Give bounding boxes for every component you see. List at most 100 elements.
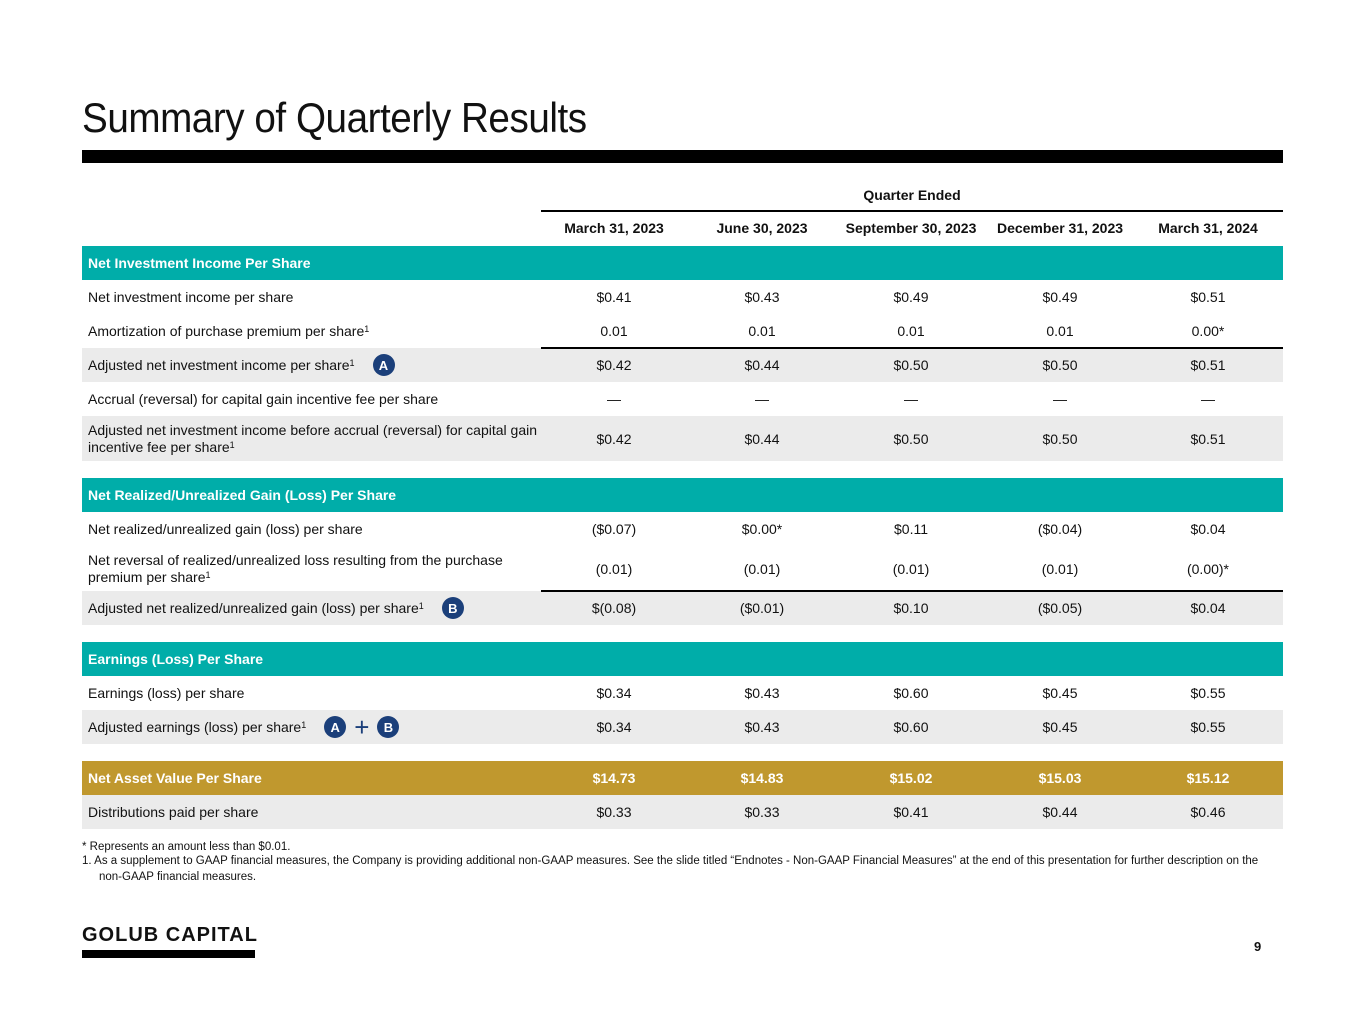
- row-label-text: Net Realized/Unrealized Gain (Loss) Per …: [88, 486, 397, 503]
- row-label: Adjusted earnings (loss) per share1 A + B: [88, 712, 538, 742]
- table-row: Adjusted net investment income before ac…: [82, 416, 1283, 461]
- table-row: Amortization of purchase premium per sha…: [82, 314, 1283, 348]
- cell-value: —: [755, 391, 769, 407]
- row-label-text: Net realized/unrealized gain (loss) per …: [88, 520, 363, 537]
- footnote-ref: 1: [205, 569, 211, 580]
- row-label-text: Net Asset Value Per Share: [88, 769, 262, 786]
- cell-value: 0.01: [600, 323, 628, 339]
- cell-value: $0.34: [596, 685, 632, 701]
- row-label: Amortization of purchase premium per sha…: [88, 323, 538, 340]
- table-row: Adjusted net investment income per share…: [82, 348, 1283, 382]
- cell-value: (0.01): [743, 560, 781, 577]
- cell-value: (0.01): [595, 560, 633, 577]
- table-row: Earnings (loss) per share $0.34 $0.43 $0.60…: [82, 676, 1283, 710]
- footnote-ref: 1: [229, 439, 235, 450]
- footnote-ref: 1: [301, 719, 307, 730]
- cell-value: $0.51: [1190, 357, 1226, 373]
- table-row: Net Asset Value Per Share $14.73 $14.83 $15…: [82, 761, 1283, 795]
- cell-value: $0.50: [893, 430, 929, 447]
- row-label: Adjusted net investment income before ac…: [88, 422, 538, 456]
- table-row: Net realized/unrealized gain (loss) per …: [82, 512, 1283, 546]
- row-label: Net Investment Income Per Share: [88, 255, 538, 272]
- row-label-text: Amortization of purchase premium per sha…: [88, 322, 365, 339]
- row-label: Net investment income per share: [88, 289, 538, 306]
- cell-value: $0.04: [1190, 600, 1226, 616]
- title-rule: [82, 150, 1283, 163]
- cell-value: $0.45: [1042, 719, 1078, 735]
- column-header: March 31, 2024: [1158, 220, 1258, 236]
- cell-value: $0.55: [1190, 719, 1226, 735]
- column-header: September 30, 2023: [845, 220, 977, 236]
- cell-value: $(0.08): [591, 600, 637, 616]
- badge-a: A: [324, 716, 347, 738]
- cell-value: ($0.01): [739, 600, 785, 616]
- cell-value: ($0.04): [1037, 521, 1083, 537]
- footnote-asterisk: * Represents an amount less than $0.01.: [82, 841, 291, 853]
- column-header: June 30, 2023: [716, 220, 808, 236]
- row-label: Net realized/unrealized gain (loss) per …: [88, 521, 538, 538]
- row-label-text: Net Investment Income Per Share: [88, 254, 311, 271]
- cell-value: $0.00*: [741, 521, 783, 537]
- cell-value: $15.12: [1186, 770, 1230, 786]
- cell-value: (0.01): [892, 560, 930, 577]
- cell-value: 0.01: [1046, 323, 1074, 339]
- cell-value: ($0.07): [591, 521, 637, 537]
- badge-b: B: [377, 716, 400, 738]
- cell-value: $0.33: [744, 804, 780, 820]
- row-label-text: Net reversal of realized/unrealized loss…: [88, 551, 503, 585]
- cell-value: $0.33: [596, 804, 632, 820]
- cell-value: $0.04: [1190, 521, 1226, 537]
- cell-value: $0.50: [1042, 430, 1078, 447]
- badge-a: A: [372, 354, 395, 376]
- cell-value: (0.01): [1041, 560, 1079, 577]
- cell-value: 0.01: [897, 323, 925, 339]
- cell-value: (0.00)*: [1186, 560, 1230, 577]
- plus-icon: +: [354, 712, 370, 742]
- subtotal-rule: [541, 590, 1283, 592]
- row-label-text: Accrual (reversal) for capital gain ince…: [88, 390, 439, 407]
- cell-value: $0.44: [1042, 804, 1078, 820]
- subtotal-rule: [541, 347, 1283, 349]
- table-row: Net reversal of realized/unrealized loss…: [82, 546, 1283, 591]
- row-label-text: Net investment income per share: [88, 288, 294, 305]
- row-label: Adjusted net investment income per share…: [88, 354, 538, 376]
- column-header: December 31, 2023: [996, 220, 1124, 236]
- cell-value: $0.51: [1190, 289, 1226, 305]
- cell-value: $0.42: [596, 357, 632, 373]
- cell-value: $0.42: [596, 430, 632, 447]
- cell-value: $0.43: [744, 685, 780, 701]
- row-label-text: Adjusted net realized/unrealized gain (l…: [88, 599, 419, 616]
- footnote-ref: 1: [349, 357, 355, 368]
- cell-value: $0.50: [1042, 357, 1078, 373]
- page-number: 9: [1254, 939, 1262, 954]
- row-label: Distributions paid per share: [88, 804, 538, 821]
- page-title: Summary of Quarterly Results: [82, 94, 587, 141]
- cell-value: $0.41: [893, 804, 929, 820]
- table-row: Net investment income per share $0.41 $0.4…: [82, 280, 1283, 314]
- cell-value: $0.43: [744, 289, 780, 305]
- cell-value: —: [1053, 391, 1067, 407]
- cell-value: $0.45: [1042, 685, 1078, 701]
- header-rule: [541, 210, 1283, 212]
- section-header: Earnings (Loss) Per Share: [82, 642, 1283, 676]
- cell-value: —: [904, 391, 918, 407]
- section-header: Net Realized/Unrealized Gain (Loss) Per …: [82, 478, 1283, 512]
- company-logo: GOLUB CAPITAL: [82, 924, 258, 946]
- row-label-text: Adjusted net investment income before ac…: [88, 421, 537, 455]
- row-label: Net Realized/Unrealized Gain (Loss) Per …: [88, 487, 538, 504]
- cell-value: $0.49: [1042, 289, 1078, 305]
- footnote-ref: 1: [418, 600, 424, 611]
- cell-value: ($0.05): [1037, 600, 1083, 616]
- cell-value: $0.10: [893, 600, 929, 616]
- cell-value: $14.83: [740, 770, 784, 786]
- row-label-text: Distributions paid per share: [88, 803, 259, 820]
- row-label: Adjusted net realized/unrealized gain (l…: [88, 597, 538, 619]
- row-label: Earnings (loss) per share: [88, 685, 538, 702]
- badge-b: B: [441, 597, 464, 619]
- row-label: Net reversal of realized/unrealized loss…: [88, 552, 538, 586]
- cell-value: $0.50: [893, 357, 929, 373]
- cell-value: $0.60: [893, 719, 929, 735]
- row-label-text: Adjusted earnings (loss) per share: [88, 718, 302, 735]
- cell-value: $14.73: [592, 770, 636, 786]
- table-row: Accrual (reversal) for capital gain ince…: [82, 382, 1283, 416]
